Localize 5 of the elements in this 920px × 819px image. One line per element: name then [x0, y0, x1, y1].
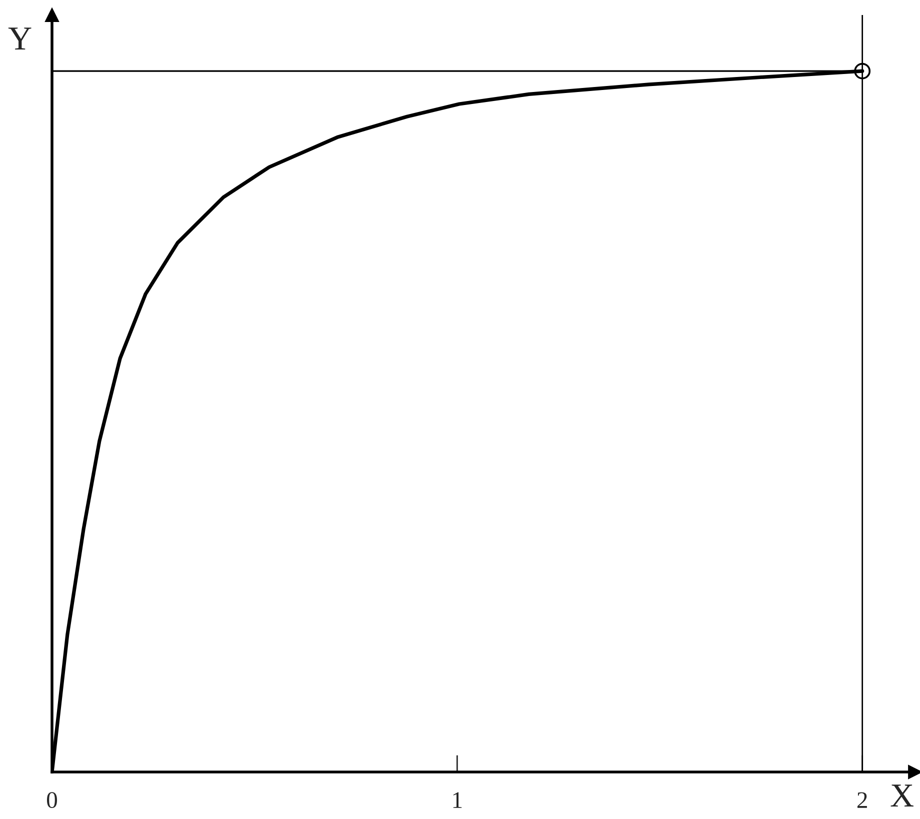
x-tick-label: 0 — [46, 792, 58, 808]
x-tick-label: 2 — [857, 792, 867, 808]
x-tick-label: 1 — [453, 792, 462, 808]
x-axis-title: X — [890, 784, 914, 806]
y-axis-title: Y — [8, 28, 32, 50]
